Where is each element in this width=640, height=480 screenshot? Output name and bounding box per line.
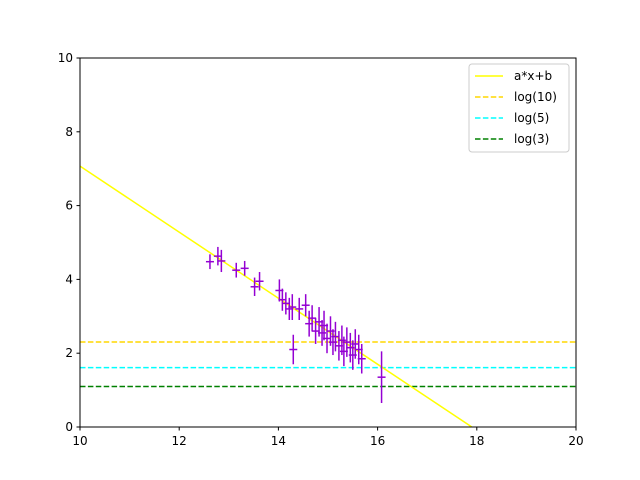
x-tick-label: 18 [469,434,484,448]
legend-label: log(10) [514,90,557,104]
y-tick-label: 0 [65,420,73,434]
errorbar-point [240,260,249,276]
x-tick-label: 16 [370,434,385,448]
y-tick-label: 2 [65,346,73,360]
fit-line [80,165,473,427]
errorbar-point [278,288,287,311]
x-tick-label: 10 [72,434,87,448]
errorbar-point [213,246,222,266]
errorbar-point [377,351,386,404]
legend-box [468,63,570,153]
legend-label: log(3) [514,132,549,146]
legend-label: log(5) [514,111,549,125]
axes-frame [79,57,577,428]
errorbar-point [323,323,332,354]
legend: a*x+b log(10) log(5) log(3) [468,63,570,153]
errorbar-point [289,334,298,365]
x-tick-label: 12 [172,434,187,448]
errorbar-point [342,327,351,357]
plot-area [80,165,576,427]
errorbar-point [295,297,304,320]
y-tick-label: 10 [58,51,73,65]
errorbar-point [357,343,366,374]
x-tick-label: 14 [271,434,286,448]
y-tick-label: 6 [65,199,73,213]
errorbar-point [217,249,226,273]
errorbar-point [351,329,360,359]
y-tick-label: 4 [65,272,73,286]
errorbar-point [205,254,214,270]
errorbar-point [288,294,297,320]
errorbar-point [255,272,264,291]
errorbar-point [308,305,317,332]
legend-label: a*x+b [514,69,552,83]
errorbar-point [301,294,310,317]
x-tick-label: 20 [568,434,583,448]
axis-ticks: 10 12 14 16 18 20 0 2 4 6 8 10 [58,51,584,448]
errorbar-point [281,292,290,315]
errorbar-point [232,262,241,278]
y-tick-label: 8 [65,125,73,139]
errorbar-point [250,277,259,297]
